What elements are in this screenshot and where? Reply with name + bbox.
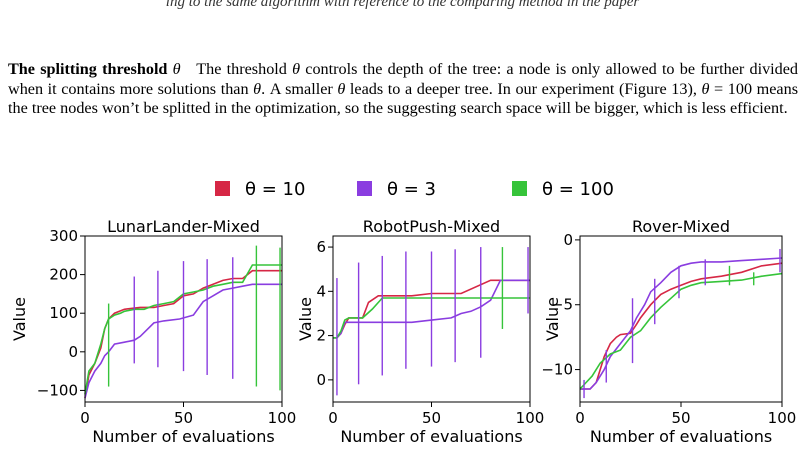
- series-line: [580, 257, 783, 390]
- y-tick-label: 0: [316, 371, 326, 389]
- series-line: [580, 262, 783, 390]
- legend: θ = 10 θ = 3 θ = 100: [215, 179, 614, 200]
- theta-symbol: θ: [701, 79, 710, 98]
- y-tick-label: 4: [316, 282, 326, 300]
- paragraph-text-1: The threshold: [196, 60, 293, 78]
- paragraph-text-5: = 100 means the tree nodes won’t be spli…: [8, 79, 798, 118]
- theta-symbol: θ: [172, 60, 181, 78]
- paragraph: The splitting threshold θ The threshold …: [8, 60, 798, 119]
- chart-title: Rover-Mixed: [632, 217, 730, 236]
- paragraph-text-4: leads to a deeper tree. In our experimen…: [345, 79, 702, 98]
- y-tick-label: 200: [49, 266, 78, 284]
- x-tick-label: 0: [80, 409, 90, 427]
- legend-swatch: [215, 181, 230, 196]
- series-line: [84, 283, 282, 399]
- series-line: [333, 297, 530, 339]
- axes-frame: [579, 235, 783, 403]
- chart-title: LunarLander-Mixed: [107, 217, 260, 236]
- top-caption-text: ing to the same algorithm with reference…: [165, 0, 640, 10]
- x-tick-label: 50: [422, 409, 441, 427]
- x-tick-label: 100: [516, 409, 545, 427]
- legend-label: θ = 3: [387, 179, 436, 200]
- paragraph-text-2: controls the depth of the tree: a node i…: [8, 60, 799, 98]
- series-line: [579, 272, 783, 390]
- x-axis-label: Number of evaluations: [590, 427, 772, 446]
- y-tick-label: 2: [316, 327, 326, 345]
- x-tick-label: 0: [575, 409, 585, 427]
- y-tick-label: 0: [68, 343, 78, 361]
- legend-swatch: [357, 181, 372, 196]
- y-tick-label: 6: [316, 238, 326, 256]
- theta-symbol: θ: [253, 79, 262, 98]
- x-axis-label: Number of evaluations: [92, 427, 274, 446]
- chart-panel: 0 50 100 0 2 4 6 RobotPush-Mixed Number of evalu…: [296, 217, 544, 446]
- legend-label: θ = 100: [542, 179, 614, 200]
- chart-panel: 0 50 100 −10 −5 0 Rover-Mixed Number of evaluat…: [541, 217, 796, 446]
- legend-label: θ = 10: [245, 179, 305, 200]
- y-tick-label: −5: [551, 296, 573, 314]
- legend-swatch: [512, 181, 527, 196]
- y-axis-label: Value: [296, 297, 315, 341]
- series-line: [84, 264, 282, 395]
- y-axis-label: Value: [10, 297, 29, 341]
- x-tick-label: 100: [768, 409, 797, 427]
- x-tick-label: 100: [268, 409, 297, 427]
- paragraph-heading: The splitting threshold: [8, 60, 168, 78]
- theta-symbol: θ: [292, 60, 301, 78]
- y-tick-label: −100: [37, 381, 78, 399]
- y-tick-label: 0: [563, 231, 573, 249]
- top-caption-fragment: ing to the same algorithm with reference…: [0, 0, 805, 12]
- x-tick-label: 0: [328, 409, 338, 427]
- theta-symbol: θ: [337, 79, 346, 98]
- y-tick-label: 100: [49, 304, 78, 322]
- paragraph-text-3: . A smaller: [261, 79, 338, 98]
- y-tick-label: −10: [541, 361, 573, 379]
- x-tick-label: 50: [174, 409, 193, 427]
- y-axis-label: Value: [543, 297, 562, 341]
- chart-title: RobotPush-Mixed: [363, 217, 500, 236]
- x-axis-label: Number of evaluations: [340, 427, 522, 446]
- x-tick-label: 50: [671, 409, 690, 427]
- y-tick-label: 300: [49, 227, 78, 245]
